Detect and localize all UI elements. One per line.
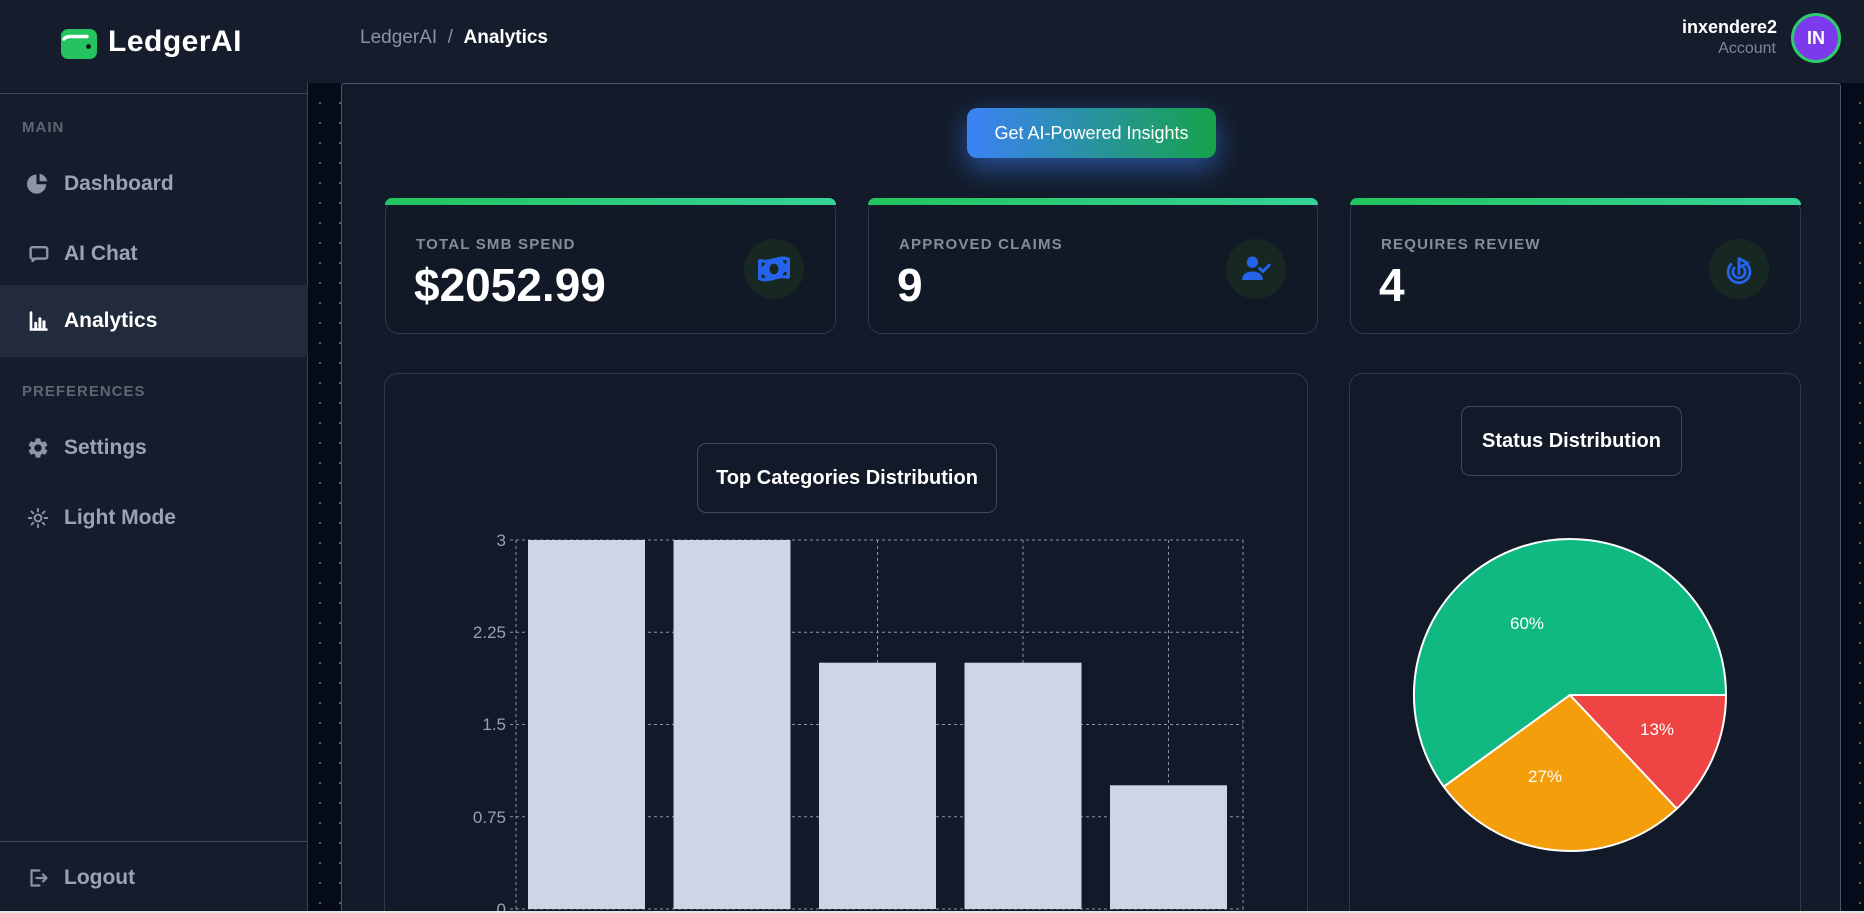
svg-text:13%: 13% — [1640, 720, 1674, 739]
svg-text:2.25: 2.25 — [473, 623, 506, 642]
svg-text:60%: 60% — [1510, 614, 1544, 633]
svg-text:1.5: 1.5 — [482, 715, 506, 734]
svg-text:27%: 27% — [1528, 767, 1562, 786]
svg-text:3: 3 — [497, 531, 506, 550]
svg-text:0: 0 — [497, 900, 506, 913]
svg-text:0.75: 0.75 — [473, 808, 506, 827]
